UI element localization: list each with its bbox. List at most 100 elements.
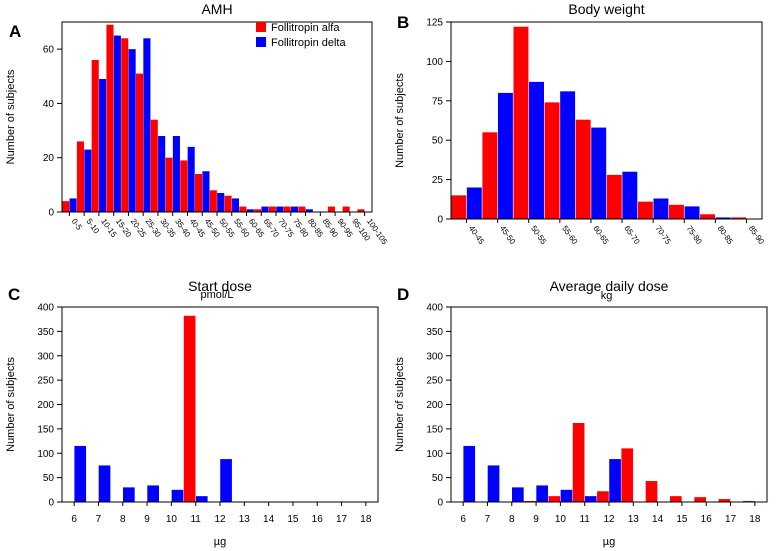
bar-alfa-75-80 — [669, 204, 684, 219]
y-tick-label: 50 — [432, 473, 444, 484]
bar-delta-80-85 — [305, 209, 313, 212]
y-tick-label: 75 — [432, 96, 444, 107]
x-tick-label: 12 — [214, 514, 226, 525]
y-tick-label: 250 — [37, 376, 54, 387]
y-tick-label: 0 — [437, 498, 443, 509]
bars — [451, 26, 747, 220]
x-tick-label: 85-90 — [747, 224, 766, 246]
bar-delta-11 — [195, 496, 208, 502]
x-tick-label: 55-60 — [560, 224, 579, 246]
bar-alfa-30-35 — [150, 119, 158, 212]
y-tick-label: 400 — [37, 303, 54, 314]
y-tick-label: 0 — [437, 215, 443, 226]
bar-alfa-80-85 — [298, 206, 306, 212]
bar-delta-50-55 — [529, 81, 544, 219]
x-tick-label: 11 — [190, 514, 201, 525]
bar-alfa-13 — [621, 448, 634, 503]
bar-alfa-65-70 — [254, 209, 262, 212]
y-tick-label: 150 — [37, 424, 54, 435]
bar-delta-6 — [463, 445, 476, 502]
y-axis-label: Number of subjects — [5, 69, 17, 164]
y-tick-label: 25 — [432, 175, 444, 186]
legend-label: Follitropin delta — [271, 37, 346, 49]
panel-letter: D — [397, 285, 409, 304]
x-tick-label: 70-75 — [654, 224, 673, 246]
x-tick-label: 8 — [120, 514, 126, 525]
y-tick-label: 300 — [37, 351, 54, 362]
bar-alfa-40-45 — [451, 195, 467, 219]
x-tick-label: 17 — [725, 514, 737, 525]
y-tick-label: 50 — [432, 136, 444, 147]
bar-delta-75-80 — [684, 206, 700, 219]
bar-delta-10 — [171, 489, 184, 502]
bar-alfa-14 — [645, 481, 658, 502]
bar-alfa-90-95 — [327, 206, 335, 212]
x-tick-label: 8 — [509, 514, 515, 525]
x-tick-label: 15 — [287, 514, 299, 525]
bar-alfa-0-5 — [62, 201, 70, 212]
legend-label: Follitropin alfa — [271, 22, 340, 34]
x-tick-label: 6 — [460, 514, 466, 525]
y-tick-label: 200 — [426, 400, 443, 411]
x-tick-label: 60-65 — [591, 224, 610, 246]
x-tick-label: 18 — [360, 514, 372, 525]
y-axis-label: Number of subjects — [394, 73, 406, 168]
y-tick-label: 300 — [426, 351, 443, 362]
bar-delta-80-85 — [715, 217, 731, 219]
x-tick-label: 40-45 — [467, 224, 486, 246]
x-tick-label: 7 — [485, 514, 491, 525]
bar-delta-75-80 — [290, 206, 299, 212]
y-tick-label: 100 — [426, 57, 443, 68]
x-tick-label: 9 — [144, 514, 150, 525]
x-axis-label: kg — [601, 290, 613, 302]
y-tick-label: 0 — [48, 208, 54, 219]
y-tick-label: 50 — [43, 473, 55, 484]
bar-alfa-45-50 — [482, 132, 498, 219]
legend-swatch-alfa — [256, 22, 266, 32]
y-tick-label: 40 — [43, 99, 55, 110]
x-tick-label: 18 — [749, 514, 761, 525]
bar-delta-8 — [512, 487, 524, 503]
bar-delta-7 — [98, 465, 111, 502]
y-tick-label: 0 — [48, 498, 54, 509]
x-tick-label: 6 — [71, 514, 77, 525]
bar-alfa-45-50 — [195, 174, 203, 212]
bar-delta-35-40 — [172, 136, 180, 212]
bar-alfa-15-20 — [106, 24, 114, 213]
chart-title: AMH — [201, 1, 232, 17]
bar-delta-25-30 — [143, 38, 151, 212]
bar-delta-30-35 — [158, 136, 166, 212]
bar-alfa-5-10 — [76, 141, 84, 212]
bar-alfa-20-25 — [121, 38, 129, 212]
bar-alfa-85-90 — [731, 217, 747, 219]
bars — [74, 315, 232, 503]
x-tick-label: 16 — [312, 514, 324, 525]
bar-delta-70-75 — [653, 198, 669, 219]
bar-delta-9 — [147, 485, 159, 502]
x-axis-label: pmol/L — [200, 289, 233, 301]
x-axis-label: µg — [214, 536, 226, 548]
bar-delta-40-45 — [466, 187, 482, 219]
bar-delta-65-70 — [622, 171, 638, 219]
x-tick-label: 80-85 — [716, 224, 735, 246]
y-tick-label: 200 — [37, 400, 54, 411]
legend-swatch-delta — [256, 37, 266, 47]
x-tick-label: 16 — [701, 514, 713, 525]
bar-alfa-65-70 — [606, 174, 622, 219]
panel-c: C Start dose 0 50 100 150 200 250 300 350 400 6 7 8 9 1… — [5, 278, 379, 548]
bar-alfa-95-100 — [342, 206, 350, 212]
y-tick-label: 100 — [37, 449, 54, 460]
bar-delta-9 — [536, 485, 548, 502]
x-tick-label: 14 — [263, 514, 275, 525]
x-tick-label: 5-10 — [85, 217, 102, 236]
y-tick-label: 250 — [426, 376, 443, 387]
x-axis-label: µg — [603, 536, 615, 548]
x-tick-label: 17 — [336, 514, 348, 525]
x-tick-label: 10 — [555, 514, 567, 525]
bar-alfa-11 — [183, 315, 196, 502]
bar-alfa-70-75 — [637, 201, 653, 219]
bar-delta-55-60 — [231, 198, 239, 212]
bar-alfa-11 — [572, 423, 585, 502]
